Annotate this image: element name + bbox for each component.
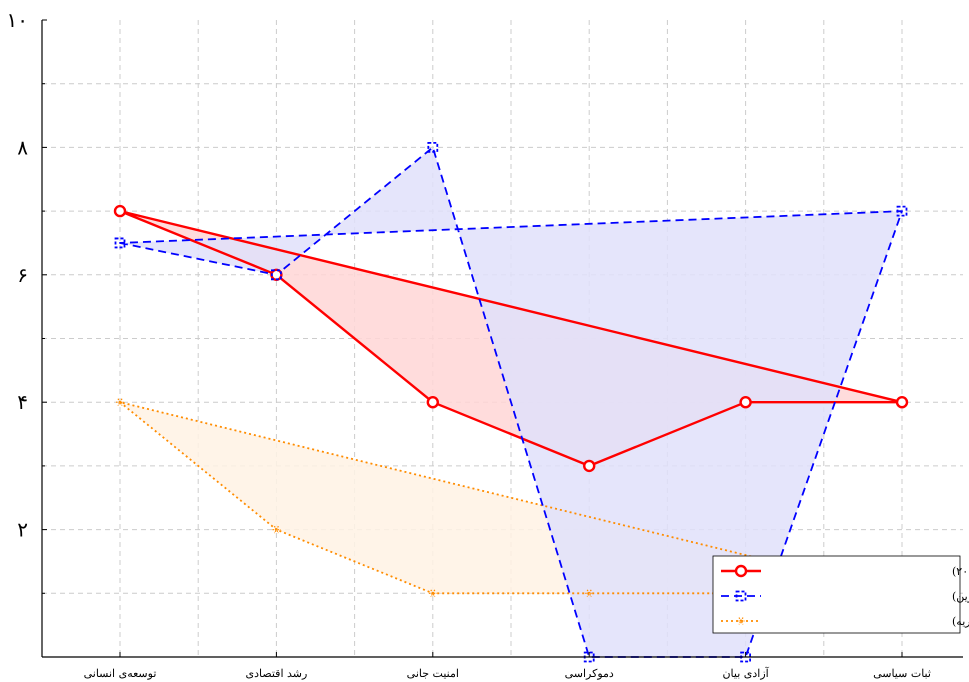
- data-point-marker: [270, 269, 282, 281]
- data-point-marker: [430, 589, 436, 598]
- y-tick-label: ۸: [17, 135, 28, 159]
- legend-box: [712, 555, 961, 634]
- legend-label: سناریوی ۳ (ترکمنستان - محتمل‌ترین): [952, 590, 969, 603]
- data-point-marker: [114, 237, 126, 249]
- x-tick-label: توسعه‌ی انسانی: [84, 667, 157, 680]
- x-tick-label: آزادی بیان: [722, 667, 769, 680]
- legend-label: سناریوی ۱ (سوریه): [952, 615, 969, 628]
- data-point-marker: [273, 525, 279, 534]
- legend-label: واقعیت (مداخله‌ی ۲۰۰۳): [952, 565, 969, 578]
- data-point-marker: [586, 589, 592, 598]
- x-tick-label: ثبات سیاسی: [873, 667, 931, 680]
- y-tick-label: ۶: [17, 263, 28, 287]
- data-point-marker: [427, 141, 439, 153]
- axes: ۲ ۴ ۶ ۸ ۱۰ توسعه‌ی انسانی رشد اقتصادی امنیت جان…: [7, 8, 963, 680]
- data-point-marker: [270, 268, 283, 281]
- y-tick-label: ۴: [17, 390, 28, 414]
- y-tick-label: ۱۰: [7, 8, 28, 32]
- series-fill: [120, 147, 902, 657]
- x-tick-label: دموکراسی: [565, 667, 614, 680]
- x-tick-label: امنیت جانی: [407, 667, 459, 680]
- data-point-marker: [738, 617, 744, 625]
- data-point-marker: [583, 459, 596, 473]
- data-point-marker: [426, 396, 439, 409]
- data-point-marker: [735, 590, 747, 602]
- x-tick-label: رشد اقتصادی: [245, 667, 307, 680]
- legend: واقعیت (مداخله‌ی ۲۰۰۳) سناریوی ۳ (ترکمنست…: [712, 555, 969, 634]
- data-point-marker: [113, 204, 127, 218]
- data-point-marker: [739, 396, 752, 409]
- data-point-marker: [896, 205, 908, 217]
- data-point-marker: [117, 398, 123, 406]
- y-tick-label: ۲: [17, 518, 28, 542]
- data-point-marker: [734, 564, 748, 578]
- data-point-marker: [895, 396, 909, 409]
